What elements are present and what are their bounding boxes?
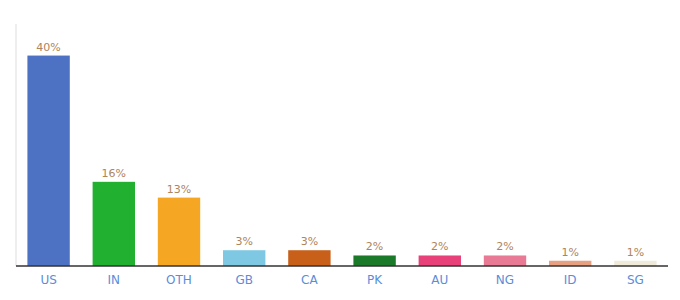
x-tick-label: US <box>40 273 56 287</box>
bar <box>484 255 526 266</box>
bar <box>614 261 656 266</box>
bar <box>419 255 461 266</box>
bar <box>158 198 200 266</box>
data-label: 1% <box>561 246 578 259</box>
bar <box>549 261 591 266</box>
data-label: 40% <box>36 41 60 54</box>
x-tick-label: IN <box>108 273 121 287</box>
x-tick-label: SG <box>627 273 644 287</box>
data-label: 16% <box>102 167 126 180</box>
data-labels: 40% 16% 13% 3% 3% 2% 2% 2% 1% 1% <box>36 41 644 259</box>
x-tick-labels: US IN OTH GB CA PK AU NG ID SG <box>40 273 643 287</box>
data-label: 13% <box>167 183 191 196</box>
bars <box>27 56 656 266</box>
data-label: 2% <box>431 240 448 253</box>
bar <box>223 250 265 266</box>
x-tick-label: OTH <box>166 273 192 287</box>
data-label: 2% <box>496 240 513 253</box>
bar <box>27 56 69 266</box>
x-tick-label: AU <box>431 273 448 287</box>
bar <box>93 182 135 266</box>
x-tick-label: CA <box>301 273 318 287</box>
chart: 40% 16% 13% 3% 3% 2% 2% 2% 1% 1% US IN OTH GB CA PK AU NG… <box>0 0 680 300</box>
data-label: 1% <box>627 246 644 259</box>
data-label: 2% <box>366 240 383 253</box>
data-label: 3% <box>301 235 318 248</box>
data-label: 3% <box>235 235 252 248</box>
y-axis <box>16 24 17 266</box>
x-tick-label: NG <box>496 273 514 287</box>
x-tick-label: GB <box>235 273 253 287</box>
x-tick-label: PK <box>367 273 383 287</box>
bar <box>353 255 395 266</box>
x-axis <box>16 265 668 267</box>
bar <box>288 250 330 266</box>
x-tick-label: ID <box>564 273 577 287</box>
